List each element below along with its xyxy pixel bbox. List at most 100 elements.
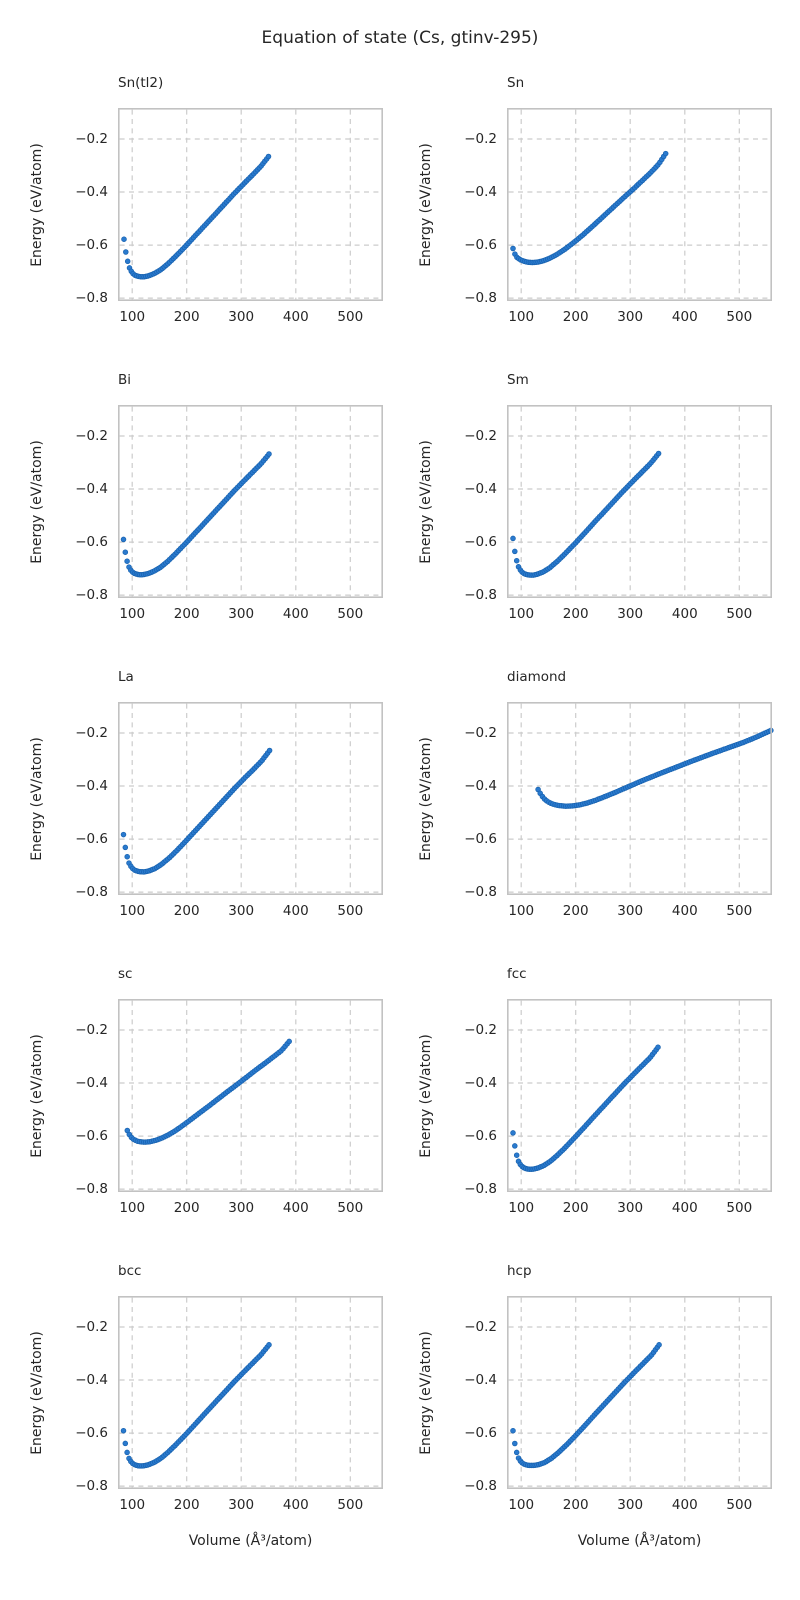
y-tick-label: −0.2 <box>75 130 108 147</box>
scatter-series <box>510 1342 662 1469</box>
x-tick-label: 500 <box>337 309 364 325</box>
x-tick-label: 100 <box>508 606 535 622</box>
x-tick-label: 200 <box>173 1497 200 1513</box>
x-tick-label: 400 <box>671 309 698 325</box>
scatter-series <box>510 150 669 266</box>
scatter-series <box>124 1038 292 1145</box>
scatter-series <box>120 451 272 578</box>
x-tick-label: 300 <box>617 903 644 919</box>
y-tick-label: −0.4 <box>75 183 108 200</box>
gridlines <box>508 1000 771 1191</box>
x-tick-label: 500 <box>337 1200 364 1216</box>
y-tick-label: −0.4 <box>75 1371 108 1388</box>
x-tick-label: 500 <box>337 606 364 622</box>
axes-area: Energy (eV/atom) −0.2 −0.4 −0.6 −0.8 100 200 30… <box>418 405 772 622</box>
plot-area <box>118 108 383 301</box>
x-tick-label: 400 <box>671 606 698 622</box>
subplot-title: La <box>118 669 134 685</box>
x-tick-label: 500 <box>726 606 753 622</box>
x-tick-label: 200 <box>173 1200 200 1216</box>
subplot-fcc: fcc Energy (eV/atom) −0.2 −0.4 −0.6 −0.8 100 20… <box>400 953 800 1250</box>
gridlines <box>119 109 382 300</box>
x-tick-label: 300 <box>228 309 255 325</box>
plot-area <box>507 702 774 895</box>
plot-border <box>507 702 772 895</box>
plot-border <box>118 405 383 598</box>
x-tick-label: 500 <box>726 903 753 919</box>
x-tick-label: 300 <box>228 1200 255 1216</box>
plot-area <box>507 108 772 301</box>
x-tick-label: 500 <box>337 1497 364 1513</box>
y-tick-label: −0.8 <box>464 883 497 900</box>
subplot-title: diamond <box>507 669 567 685</box>
gridlines <box>508 109 771 300</box>
x-tick-label: 400 <box>282 903 309 919</box>
x-tick-label: 100 <box>508 1497 535 1513</box>
x-tick-label: 200 <box>562 606 589 622</box>
axes-area: Energy (eV/atom) −0.2 −0.4 −0.6 −0.8 100 200 30… <box>418 1296 772 1513</box>
x-tick-label: 200 <box>173 903 200 919</box>
subplot-title: bcc <box>118 1263 142 1279</box>
plot-border <box>118 999 383 1192</box>
y-tick-label: −0.2 <box>464 1021 497 1038</box>
y-tick-label: −0.8 <box>464 1180 497 1197</box>
subplot-title: Bi <box>118 372 132 388</box>
scatter-series <box>535 727 774 809</box>
subplot-hcp: hcp Energy (eV/atom) −0.2 −0.4 −0.6 −0.8 100 20… <box>400 1250 800 1549</box>
x-tick-label: 100 <box>508 903 535 919</box>
subplot-sn-tl2: Sn(tl2) Energy (eV/atom) −0.2 −0.4 −0.6 −0.8 1… <box>0 62 400 359</box>
plot-border <box>507 1296 772 1489</box>
gridlines <box>508 1297 771 1488</box>
x-tick-label: 100 <box>119 903 146 919</box>
plot-border <box>507 108 772 301</box>
y-tick-label: −0.6 <box>464 830 497 847</box>
x-tick-label: 200 <box>562 309 589 325</box>
plot-area <box>118 1296 383 1489</box>
plot-area <box>507 1296 772 1489</box>
y-tick-label: −0.8 <box>75 1180 108 1197</box>
subplot-bi: Bi Energy (eV/atom) −0.2 −0.4 −0.6 −0.8 100 200… <box>0 359 400 656</box>
subplot-title: sc <box>118 966 133 982</box>
y-tick-label: −0.6 <box>464 236 497 253</box>
plot-area <box>118 702 383 895</box>
axes-area: Energy (eV/atom) −0.2 −0.4 −0.6 −0.8 100 200 30… <box>418 108 772 325</box>
x-tick-label: 300 <box>617 309 644 325</box>
subplot-title: hcp <box>507 1263 532 1279</box>
x-tick-label: 200 <box>562 1200 589 1216</box>
x-tick-label: 100 <box>119 606 146 622</box>
y-tick-label: −0.6 <box>75 1424 108 1441</box>
y-tick-label: −0.2 <box>464 130 497 147</box>
y-tick-label: −0.6 <box>464 1127 497 1144</box>
axes-area: Energy (eV/atom) −0.2 −0.4 −0.6 −0.8 100 200 30… <box>418 702 774 919</box>
subplot-sn: Sn Energy (eV/atom) −0.2 −0.4 −0.6 −0.8 100 200… <box>400 62 800 359</box>
gridlines <box>119 1000 382 1191</box>
figure: Equation of state (Cs, gtinv-295) Sn(tl2… <box>0 28 800 1549</box>
x-tick-label: 100 <box>119 1497 146 1513</box>
x-axis-label: Volume (Å³/atom) <box>577 1533 702 1549</box>
axes-area: Energy (eV/atom) −0.2 −0.4 −0.6 −0.8 100 200 30… <box>29 999 383 1216</box>
x-tick-label: 500 <box>337 903 364 919</box>
y-tick-label: −0.2 <box>75 427 108 444</box>
subplot-bcc: bcc Energy (eV/atom) −0.2 −0.4 −0.6 −0.8 100 20… <box>0 1250 400 1549</box>
y-tick-label: −0.8 <box>464 586 497 603</box>
y-tick-label: −0.4 <box>75 1074 108 1091</box>
y-tick-label: −0.8 <box>75 1477 108 1494</box>
y-tick-label: −0.8 <box>75 289 108 306</box>
y-tick-label: −0.6 <box>75 830 108 847</box>
y-tick-label: −0.6 <box>464 1424 497 1441</box>
plot-border <box>118 702 383 895</box>
x-tick-label: 100 <box>508 1200 535 1216</box>
subplot-grid: Sn(tl2) Energy (eV/atom) −0.2 −0.4 −0.6 −0.8 1… <box>0 62 800 1549</box>
y-tick-label: −0.4 <box>464 183 497 200</box>
x-tick-label: 200 <box>173 606 200 622</box>
plot-border <box>507 405 772 598</box>
x-tick-label: 500 <box>726 1497 753 1513</box>
y-tick-label: −0.6 <box>75 236 108 253</box>
x-tick-label: 200 <box>562 903 589 919</box>
y-tick-label: −0.6 <box>75 533 108 550</box>
x-tick-label: 500 <box>726 309 753 325</box>
x-tick-label: 200 <box>173 309 200 325</box>
gridlines <box>119 1297 382 1488</box>
axes-area: Energy (eV/atom) −0.2 −0.4 −0.6 −0.8 100 200 30… <box>29 108 383 325</box>
gridlines <box>119 703 382 894</box>
